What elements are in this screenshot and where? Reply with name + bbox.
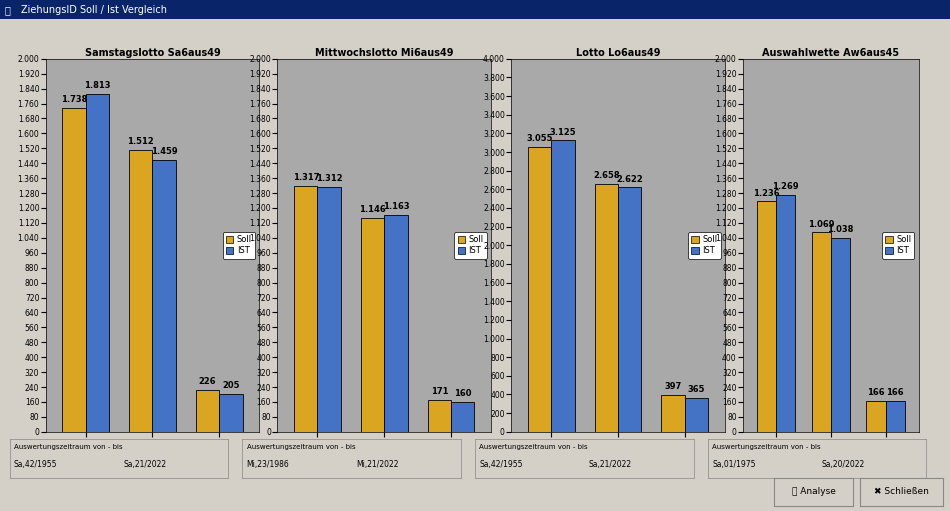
Bar [685,398,708,432]
Bar [830,238,850,432]
Bar [551,141,575,432]
Bar [811,233,830,432]
Bar [618,187,641,432]
Text: Sa,42/1955: Sa,42/1955 [14,460,57,469]
Title: Lotto Lo6aus49: Lotto Lo6aus49 [576,48,660,58]
Text: 3.125: 3.125 [549,128,577,136]
Bar [885,401,905,432]
Text: 1.269: 1.269 [772,182,799,192]
Text: Mi,23/1986: Mi,23/1986 [247,460,290,469]
Text: Sa,42/1955 - Sa,21/2022  letzte Id: U: Sa,42/1955 - Sa,21/2022 letzte Id: U [82,463,223,473]
Text: 🎲: 🎲 [5,5,10,15]
Text: Sa,20/2022: Sa,20/2022 [822,460,864,469]
Bar [196,390,219,432]
Text: Sa,42/1955: Sa,42/1955 [480,460,522,469]
Text: 2.622: 2.622 [617,175,643,183]
Bar [294,186,317,432]
Bar [451,402,474,432]
Text: Mi,21/2022: Mi,21/2022 [356,460,398,469]
Text: 1.069: 1.069 [808,220,834,229]
Text: 160: 160 [454,389,471,398]
Text: 205: 205 [222,381,239,390]
Title: Mittwochslotto Mi6aus49: Mittwochslotto Mi6aus49 [315,48,453,58]
Text: Auswertungszeitraum von - bis: Auswertungszeitraum von - bis [712,444,821,450]
Bar [317,187,341,432]
Text: Auswertungszeitraum von - bis: Auswertungszeitraum von - bis [14,444,123,450]
Title: Samstagslotto Sa6aus49: Samstagslotto Sa6aus49 [85,48,220,58]
Bar [428,400,451,432]
Bar [866,401,885,432]
Text: 1.038: 1.038 [827,225,853,235]
Text: ✖ Schließen: ✖ Schließen [874,487,929,496]
Text: 1.312: 1.312 [315,174,343,183]
Text: 397: 397 [664,382,682,391]
Text: Sa,21/2022: Sa,21/2022 [124,460,166,469]
Legend: Soll, IST: Soll, IST [688,232,721,259]
Text: 1.459: 1.459 [151,147,178,156]
Legend: Soll, IST: Soll, IST [454,232,487,259]
Text: 1.236: 1.236 [753,189,780,198]
Text: Mi,23/1986 - Mi,21/2022  letzte Id: G: Mi,23/1986 - Mi,21/2022 letzte Id: G [314,463,454,473]
Text: ZiehungsID Soll / Ist Vergleich: ZiehungsID Soll / Ist Vergleich [21,5,167,15]
Text: 1.163: 1.163 [383,202,409,211]
Text: 1.146: 1.146 [359,205,386,214]
Text: 226: 226 [199,377,217,386]
Bar [595,184,618,432]
Bar [219,393,242,432]
Text: 2.658: 2.658 [593,171,619,180]
Title: Auswahlwette Aw6aus45: Auswahlwette Aw6aus45 [762,48,900,58]
Text: 1.512: 1.512 [127,137,154,146]
Bar [756,201,776,432]
Text: 📊 Analyse: 📊 Analyse [791,487,836,496]
Bar [129,150,153,432]
Text: 166: 166 [867,388,884,397]
Text: 1.738: 1.738 [61,95,87,104]
Legend: Soll, IST: Soll, IST [222,232,256,259]
Bar [776,195,795,432]
Legend: Soll, IST: Soll, IST [882,232,915,259]
Text: 1.317: 1.317 [293,173,319,182]
Text: 1.813: 1.813 [85,81,110,90]
Bar [86,94,109,432]
Text: Auswertungszeitraum von - bis: Auswertungszeitraum von - bis [247,444,355,450]
Text: Sa,01/1975: Sa,01/1975 [712,460,755,469]
Bar [384,215,408,432]
Text: Auswertungszeitraum von - bis: Auswertungszeitraum von - bis [480,444,588,450]
Bar [361,218,384,432]
Text: 171: 171 [430,387,448,396]
Text: 166: 166 [886,388,904,397]
Bar [63,108,86,432]
Text: 3.055: 3.055 [526,134,553,143]
Text: Sa,21/2022: Sa,21/2022 [589,460,632,469]
Bar [528,147,551,432]
Bar [661,395,685,432]
Text: Sa,42/1955 - Sa,21/2022  letzte Id: U: Sa,42/1955 - Sa,21/2022 letzte Id: U [547,463,689,473]
Text: 365: 365 [688,385,705,394]
Bar [153,159,176,432]
Text: Sa,01/1975 - Sa,20/2022  letzte Id: U: Sa,01/1975 - Sa,20/2022 letzte Id: U [760,463,902,473]
